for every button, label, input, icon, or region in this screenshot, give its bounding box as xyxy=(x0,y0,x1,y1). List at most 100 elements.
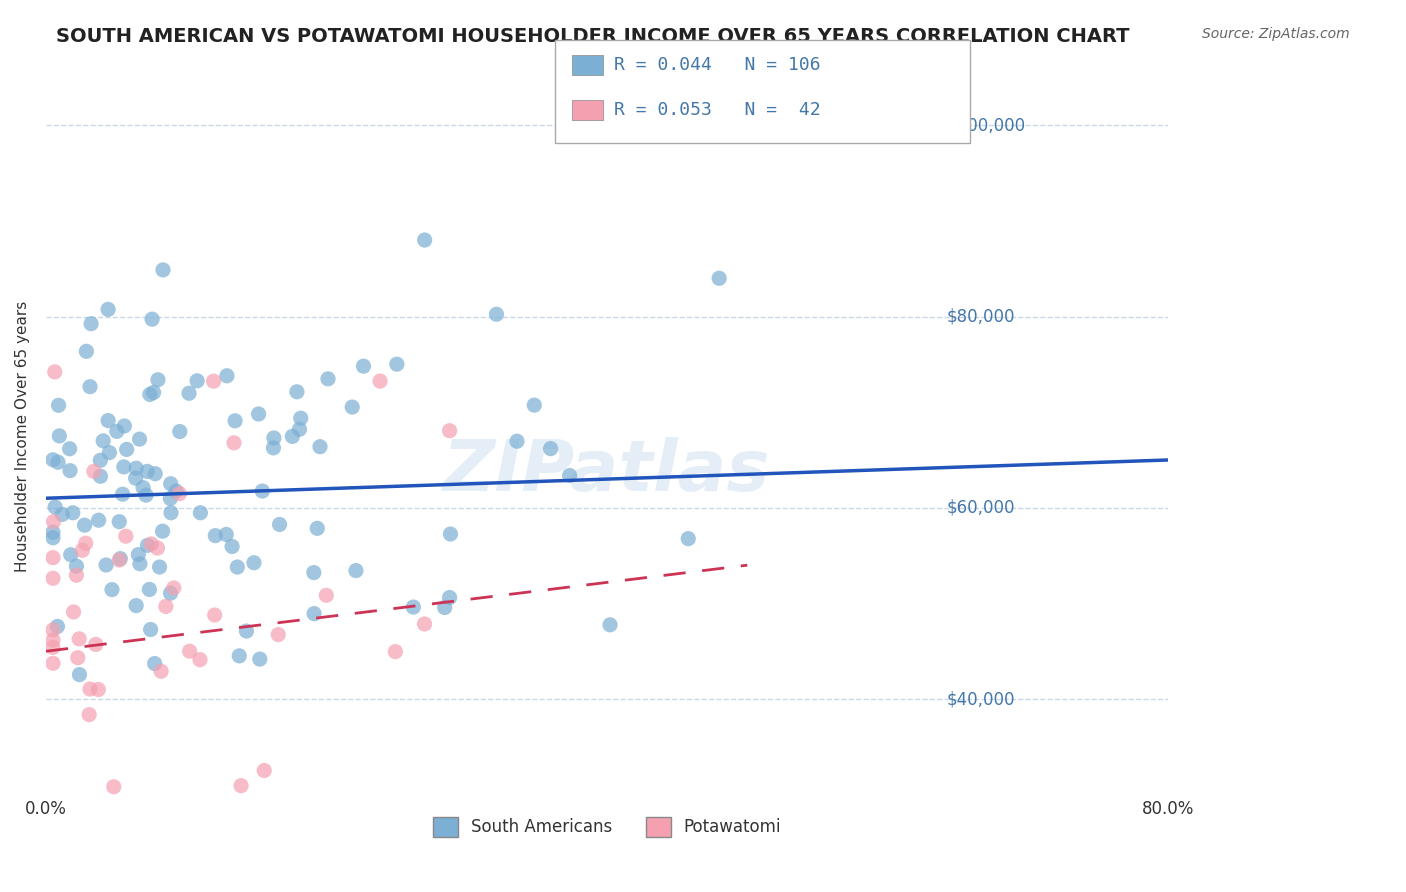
Point xyxy=(190,506,212,520)
Point xyxy=(385,357,408,371)
Point xyxy=(44,365,66,379)
Point xyxy=(59,442,82,456)
Point xyxy=(136,464,159,478)
Point xyxy=(228,648,250,663)
Point xyxy=(101,582,124,597)
Point xyxy=(152,263,174,277)
Point xyxy=(103,780,125,794)
Point xyxy=(523,398,546,412)
Point xyxy=(267,627,290,641)
Point xyxy=(243,556,266,570)
Point xyxy=(315,588,337,602)
Point xyxy=(307,521,329,535)
Point xyxy=(108,515,131,529)
Text: R = 0.044   N = 106: R = 0.044 N = 106 xyxy=(614,56,821,74)
Point xyxy=(413,233,436,247)
Point xyxy=(281,429,304,443)
Point xyxy=(263,431,285,445)
Point xyxy=(141,537,163,551)
Point xyxy=(169,425,191,439)
Point xyxy=(97,302,120,317)
Point xyxy=(125,461,148,475)
Point xyxy=(160,506,183,520)
Point xyxy=(506,434,529,449)
Point xyxy=(269,517,291,532)
Point xyxy=(165,484,187,499)
Point xyxy=(62,605,84,619)
Point xyxy=(152,524,174,538)
Point xyxy=(66,650,89,665)
Point xyxy=(155,599,177,614)
Point xyxy=(87,513,110,527)
Point xyxy=(44,500,66,514)
Point xyxy=(174,806,197,821)
Point xyxy=(128,432,150,446)
Point xyxy=(485,307,508,321)
Point xyxy=(91,434,114,448)
Point xyxy=(150,665,173,679)
Point xyxy=(132,481,155,495)
Point xyxy=(221,540,243,554)
Text: $60,000: $60,000 xyxy=(946,499,1015,516)
Point xyxy=(204,528,226,542)
Point xyxy=(253,764,276,778)
Point xyxy=(124,471,146,485)
Point xyxy=(75,536,97,550)
Point xyxy=(127,548,149,562)
Text: $100,000: $100,000 xyxy=(946,116,1026,135)
Point xyxy=(62,506,84,520)
Point xyxy=(342,400,364,414)
Point xyxy=(42,550,65,565)
Point xyxy=(65,568,87,582)
Text: R = 0.053   N =  42: R = 0.053 N = 42 xyxy=(614,101,821,119)
Point xyxy=(316,372,339,386)
Point xyxy=(46,619,69,633)
Point xyxy=(290,411,312,425)
Point xyxy=(146,541,169,555)
Point xyxy=(262,441,284,455)
Point xyxy=(179,644,201,658)
Point xyxy=(87,682,110,697)
Point xyxy=(540,442,562,456)
Point xyxy=(368,374,391,388)
Point xyxy=(67,632,90,646)
Point xyxy=(115,529,138,543)
Point xyxy=(202,374,225,388)
Point xyxy=(42,640,65,655)
Point xyxy=(94,558,117,572)
Point xyxy=(112,419,135,434)
Point xyxy=(73,518,96,533)
Point xyxy=(139,387,162,401)
Point xyxy=(143,657,166,671)
Point xyxy=(177,386,200,401)
Point xyxy=(89,453,111,467)
Point xyxy=(69,667,91,681)
Point xyxy=(112,459,135,474)
Point xyxy=(105,425,128,439)
Point xyxy=(42,452,65,467)
Point xyxy=(222,435,245,450)
Point xyxy=(129,557,152,571)
Point xyxy=(72,543,94,558)
Point xyxy=(110,551,132,566)
Point xyxy=(59,464,82,478)
Point xyxy=(678,532,700,546)
Point xyxy=(135,488,157,502)
Point xyxy=(439,527,461,541)
Point xyxy=(108,553,131,567)
Point xyxy=(51,508,73,522)
Point xyxy=(599,617,621,632)
Point xyxy=(46,455,69,469)
Point xyxy=(302,566,325,580)
Point xyxy=(48,429,70,443)
Legend: South Americans, Potawatomi: South Americans, Potawatomi xyxy=(426,810,787,844)
Point xyxy=(79,681,101,696)
Text: Source: ZipAtlas.com: Source: ZipAtlas.com xyxy=(1202,27,1350,41)
Point xyxy=(249,652,271,666)
Point xyxy=(229,779,252,793)
Point xyxy=(169,486,191,500)
Text: SOUTH AMERICAN VS POTAWATOMI HOUSEHOLDER INCOME OVER 65 YEARS CORRELATION CHART: SOUTH AMERICAN VS POTAWATOMI HOUSEHOLDER… xyxy=(56,27,1130,45)
Point xyxy=(285,384,308,399)
Point xyxy=(302,607,325,621)
Point xyxy=(65,559,87,574)
